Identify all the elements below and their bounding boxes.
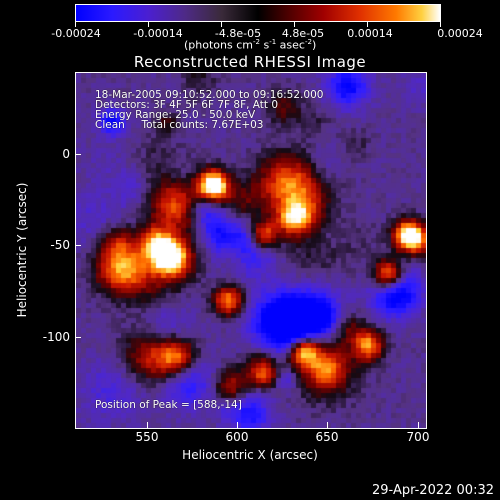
colorbar-tick-label: 0.00024 bbox=[437, 27, 483, 40]
colorbar-tick-label: -4.8e-05 bbox=[214, 27, 262, 40]
y-tick-mark bbox=[75, 154, 81, 155]
y-tick-mark bbox=[75, 337, 81, 338]
heatmap-plot-area[interactable]: 18-Mar-2005 09:10:52.000 to 09:16:52.000… bbox=[75, 72, 427, 429]
x-tick-mark bbox=[418, 422, 419, 428]
x-tick-label: 600 bbox=[225, 430, 249, 444]
x-tick-label: 700 bbox=[406, 430, 430, 444]
colorbar-tick-label: 0.00014 bbox=[347, 27, 393, 40]
x-axis-label: Heliocentric X (arcsec) bbox=[182, 448, 318, 462]
colorbar-tick-label: 4.8e-05 bbox=[281, 27, 325, 40]
x-tick-mark bbox=[237, 422, 238, 428]
x-tick-label: 550 bbox=[135, 430, 159, 444]
peak-position-label: Position of Peak = [588,-14] bbox=[95, 399, 242, 411]
image-title: Reconstructed RHESSI Image bbox=[133, 53, 367, 71]
info-time-range: 18-Mar-2005 09:10:52.000 to 09:16:52.000 bbox=[95, 89, 324, 101]
info-total-counts: Clean Total counts: 7.67E+03 bbox=[95, 119, 264, 131]
x-tick-mark bbox=[327, 422, 328, 428]
info-energy-range: Energy Range: 25.0 - 50.0 keV bbox=[95, 109, 256, 121]
colorbar-tick bbox=[75, 22, 76, 27]
y-tick-label: -100 bbox=[42, 330, 70, 344]
colorbar-tick-label: -0.00014 bbox=[133, 27, 183, 40]
colorbar-tick bbox=[440, 22, 441, 27]
colorbar-tick bbox=[148, 22, 149, 27]
colorbar-tick bbox=[221, 22, 222, 27]
y-tick-mark bbox=[75, 245, 81, 246]
colorbar-tick bbox=[367, 22, 368, 27]
colorbar-units: (photons cm-2 s-1 asec-2) bbox=[184, 38, 317, 52]
colorbar-tick bbox=[294, 22, 295, 27]
info-detectors: Detectors: 3F 4F 5F 6F 7F 8F, Att 0 bbox=[95, 99, 279, 111]
heatmap-canvas bbox=[76, 73, 426, 428]
timestamp: 29-Apr-2022 00:32 bbox=[372, 483, 494, 498]
x-tick-label: 650 bbox=[315, 430, 339, 444]
colorbar-tick-label: -0.00024 bbox=[51, 27, 101, 40]
y-tick-label: -50 bbox=[50, 238, 70, 252]
y-tick-label: 0 bbox=[62, 147, 70, 161]
x-tick-mark bbox=[147, 422, 148, 428]
colorbar bbox=[75, 4, 441, 22]
y-axis-label: Heliocentric Y (arcsec) bbox=[15, 182, 29, 318]
